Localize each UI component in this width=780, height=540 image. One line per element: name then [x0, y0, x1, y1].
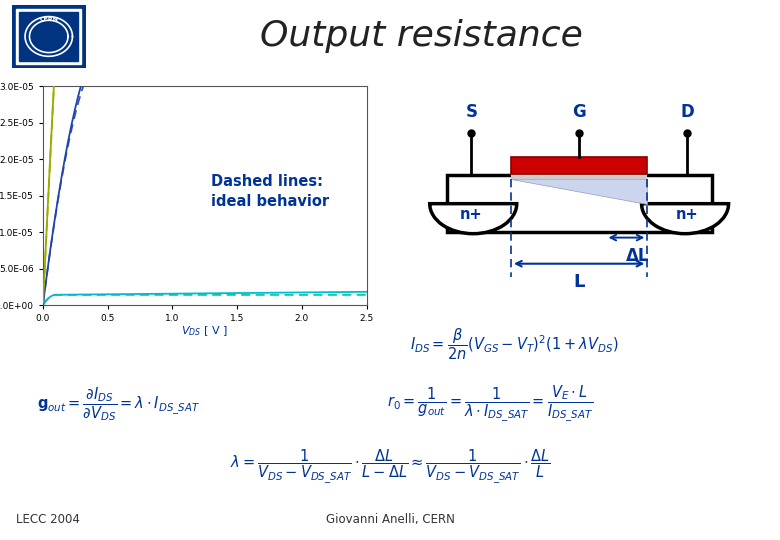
Bar [511, 174, 647, 179]
Text: $I_{DS} = \dfrac{\beta}{2n}(V_{GS}-V_T)^2(1+\lambda V_{DS})$: $I_{DS} = \dfrac{\beta}{2n}(V_{GS}-V_T)^… [410, 327, 618, 362]
Bar [511, 157, 647, 174]
Text: G: G [573, 104, 586, 122]
Bar [447, 175, 711, 232]
Text: n+: n+ [675, 207, 698, 221]
Text: $\mathbf{g}_{out} = \dfrac{\partial I_{DS}}{\partial V_{DS}} = \lambda \cdot I_{: $\mathbf{g}_{out} = \dfrac{\partial I_{D… [37, 384, 200, 423]
Text: L: L [573, 273, 585, 291]
Bar [19, 11, 78, 62]
Text: Dashed lines:
ideal behavior: Dashed lines: ideal behavior [211, 174, 329, 209]
Text: Output resistance: Output resistance [260, 19, 583, 53]
Text: D: D [680, 104, 694, 122]
Polygon shape [511, 179, 647, 204]
X-axis label: $V_{DS}$ [ V ]: $V_{DS}$ [ V ] [181, 325, 229, 339]
Text: CERN: CERN [39, 17, 58, 22]
Text: $\lambda = \dfrac{1}{V_{DS}-V_{DS\_SAT}} \cdot \dfrac{\Delta L}{L-\Delta L} \app: $\lambda = \dfrac{1}{V_{DS}-V_{DS\_SAT}}… [229, 447, 551, 484]
Text: ΔL: ΔL [626, 247, 650, 265]
Bar [16, 9, 81, 64]
Text: n+: n+ [460, 207, 483, 221]
Wedge shape [430, 204, 516, 234]
Wedge shape [642, 204, 729, 234]
Text: LECC 2004: LECC 2004 [16, 513, 80, 526]
Text: $r_0 = \dfrac{1}{g_{out}} = \dfrac{1}{\lambda \cdot I_{DS\_SAT}} = \dfrac{V_E \c: $r_0 = \dfrac{1}{g_{out}} = \dfrac{1}{\l… [387, 383, 594, 424]
Text: Giovanni Anelli, CERN: Giovanni Anelli, CERN [325, 513, 455, 526]
Text: S: S [466, 104, 477, 122]
